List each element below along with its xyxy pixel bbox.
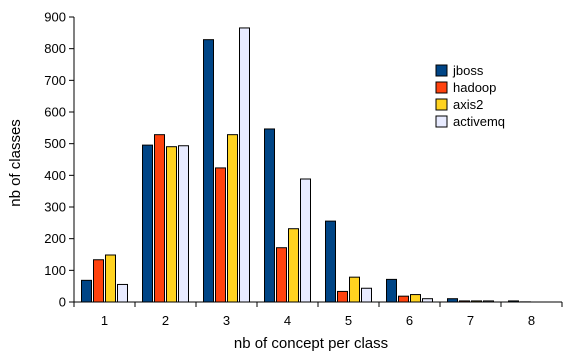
y-tick-label: 200	[44, 231, 66, 246]
y-tick-label: 800	[44, 41, 66, 56]
x-tick-label: 8	[528, 313, 535, 328]
y-tick-label: 100	[44, 263, 66, 278]
y-tick-label: 400	[44, 168, 66, 183]
bar-hadoop-5	[337, 290, 348, 303]
bar-jboss-6	[386, 278, 397, 303]
legend: jboss hadoop axis2 activemq	[435, 63, 505, 129]
bar-jboss-1	[81, 279, 92, 303]
legend-swatch-axis2	[435, 98, 448, 111]
y-tick-label: 0	[59, 295, 66, 310]
bar-hadoop-4	[276, 247, 287, 303]
bar-activemq-4	[300, 178, 311, 303]
legend-swatch-hadoop	[435, 81, 448, 94]
y-axis-title: nb of classes	[7, 119, 24, 207]
x-tick-label: 7	[467, 313, 474, 328]
y-tick-label: 900	[44, 10, 66, 25]
y-tick-label: 300	[44, 200, 66, 215]
bar-hadoop-2	[154, 134, 165, 303]
bar-activemq-3	[239, 27, 250, 303]
bar-axis2-6	[410, 294, 421, 303]
bar-jboss-2	[142, 144, 153, 303]
legend-label-activemq: activemq	[453, 114, 505, 129]
y-tick-label: 600	[44, 105, 66, 120]
legend-label-hadoop: hadoop	[453, 80, 496, 95]
x-axis-ticks: 1 2 3 4 5 6 7 8	[73, 302, 563, 328]
bar-hadoop-3	[215, 167, 226, 303]
x-tick-label: 5	[345, 313, 352, 328]
bar-axis2-2	[166, 146, 177, 303]
bar-axis2-3	[227, 134, 238, 303]
bar-jboss-4	[264, 128, 275, 303]
legend-label-axis2: axis2	[453, 97, 483, 112]
x-tick-label: 6	[406, 313, 413, 328]
y-axis-ticks: 0 100 200 300 400 500 600 700 800 900	[44, 10, 74, 310]
bar-axis2-1	[105, 254, 116, 303]
legend-swatch-activemq	[435, 115, 448, 128]
y-tick-label: 700	[44, 73, 66, 88]
x-axis-title: nb of concept per class	[234, 335, 388, 352]
legend-swatch-jboss	[435, 64, 448, 77]
bar-hadoop-6	[398, 295, 409, 303]
bar-hadoop-1	[93, 259, 104, 303]
x-tick-label: 4	[284, 313, 291, 328]
x-tick-label: 3	[223, 313, 230, 328]
x-tick-label: 1	[101, 313, 108, 328]
bar-axis2-5	[349, 276, 360, 303]
bar-jboss-5	[325, 220, 336, 303]
bar-axis2-4	[288, 228, 299, 303]
x-tick-label: 2	[162, 313, 169, 328]
y-tick-label: 500	[44, 136, 66, 151]
legend-label-jboss: jboss	[452, 63, 484, 78]
bar-jboss-3	[203, 39, 214, 303]
bar-activemq-1	[117, 283, 128, 303]
bar-activemq-2	[178, 145, 189, 303]
bar-activemq-5	[361, 287, 372, 303]
